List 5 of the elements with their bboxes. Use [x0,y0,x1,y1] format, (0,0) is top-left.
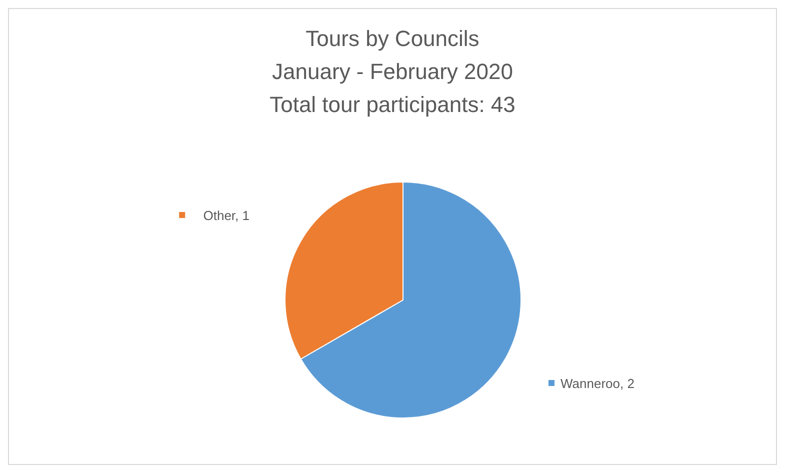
text: Total tour participants: 43 [270,92,516,117]
legend-label: Wanneroo, 2 [560,376,634,391]
chart-title: Tours by Councils [306,26,480,51]
legend-label: Other, 1 [203,208,250,223]
chart-subtitle: January - February 2020 [272,59,513,84]
